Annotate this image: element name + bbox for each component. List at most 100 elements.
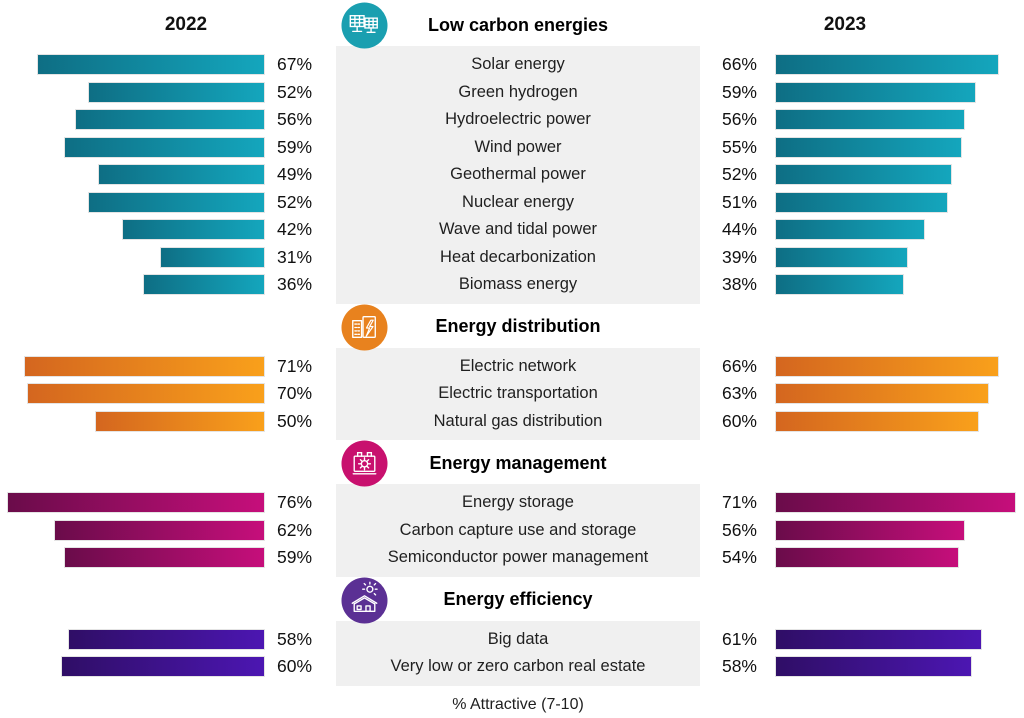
category-label: Electric network — [459, 356, 577, 375]
bar-rows-2023: 61% 58% — [700, 621, 1024, 686]
category-panel: Energy storage Carbon capture use and sto… — [336, 484, 700, 577]
section-header: Low carbon energies — [336, 2, 700, 49]
category-label: Wind power — [474, 137, 562, 156]
bar-2022 — [159, 246, 265, 268]
value-label-2023: 54% — [721, 547, 757, 568]
bar-2023 — [775, 191, 949, 213]
bar-2022 — [74, 109, 265, 131]
bar-row: 62% — [0, 517, 336, 545]
value-label-2022: 71% — [277, 355, 313, 376]
value-label-2023: 38% — [721, 274, 757, 295]
section-title: Energy management — [429, 452, 607, 473]
section-3: 76% 62% 59% Energy management Energy storage… — [0, 440, 1024, 577]
value-label-2022: 50% — [277, 410, 313, 431]
value-label-2023: 44% — [721, 219, 757, 240]
bar-row: 61% — [700, 626, 1024, 654]
bar-row: 51% — [700, 189, 1024, 217]
value-label-2023: 55% — [721, 136, 757, 157]
column-2023: 2023 66% 59% 56% 55% 52% 51% 44% 39% 38% — [700, 4, 1024, 304]
bar-2022 — [64, 136, 265, 158]
bar-row: 66% — [700, 353, 1024, 381]
bar-2023 — [775, 81, 976, 103]
bar-2023 — [775, 219, 925, 241]
bar-2023 — [775, 410, 979, 432]
bar-2023 — [775, 519, 966, 541]
buildings-bolt-icon — [341, 303, 388, 351]
axis-caption: % Attractive (7-10) — [452, 695, 584, 713]
bar-2023 — [775, 628, 983, 650]
bar-2022 — [122, 219, 265, 241]
bar-row: 59% — [700, 79, 1024, 107]
bar-row: 39% — [700, 244, 1024, 272]
bar-2022 — [54, 519, 265, 541]
bar-2022 — [142, 274, 265, 296]
bar-2023 — [775, 274, 905, 296]
bar-row: 63% — [700, 380, 1024, 408]
column-2023: 71% 56% 54% — [700, 442, 1024, 577]
value-label-2023: 56% — [721, 519, 757, 540]
value-label-2023: 66% — [721, 355, 757, 376]
bar-row: 71% — [0, 353, 336, 381]
value-label-2023: 71% — [721, 492, 757, 513]
bar-rows-2023: 66% 63% 60% — [700, 348, 1024, 441]
section-title: Low carbon energies — [427, 14, 609, 35]
bar-2023 — [775, 383, 990, 405]
year-header-2022 — [18, 442, 354, 484]
category-column: Energy management Energy storage Carbon ca… — [336, 440, 700, 577]
value-label-2023: 51% — [721, 191, 757, 212]
bar-row: 66% — [700, 51, 1024, 79]
value-label-2022: 56% — [277, 109, 313, 130]
bar-2022 — [6, 492, 265, 514]
value-label-2022: 42% — [277, 219, 313, 240]
year-header-2022: 2022 — [164, 14, 208, 35]
bar-2023 — [775, 246, 908, 268]
section-title: Energy distribution — [435, 316, 601, 336]
column-2022: 58% 60% — [0, 579, 336, 686]
bar-rows-2023: 66% 59% 56% 55% 52% 51% 44% 39% 38% — [700, 46, 1024, 304]
value-label-2022: 76% — [277, 492, 313, 513]
category-label: Wave and tidal power — [438, 220, 598, 239]
value-label-2023: 59% — [721, 81, 757, 102]
column-2023: 66% 63% 60% — [700, 306, 1024, 441]
category-label: Solar energy — [471, 55, 565, 74]
bar-row: 59% — [0, 544, 336, 572]
bar-row: 70% — [0, 380, 336, 408]
bar-rows-2023: 71% 56% 54% — [700, 484, 1024, 577]
category-label: Electric transportation — [438, 384, 598, 403]
value-label-2022: 36% — [277, 274, 313, 295]
category-label: Heat decarbonization — [440, 247, 596, 266]
category-label: Natural gas distribution — [433, 411, 603, 430]
section-header: Energy efficiency — [336, 576, 700, 624]
bar-2022 — [37, 54, 265, 76]
bar-2022 — [67, 628, 265, 650]
section-2: 71% 70% 50% Energy distribution Electric net… — [0, 303, 1024, 441]
bar-2023 — [775, 136, 962, 158]
section-4: 58% 60% Energy efficiency Big data Very low … — [0, 576, 1024, 686]
value-label-2023: 63% — [721, 383, 757, 404]
bar-row: 59% — [0, 134, 336, 162]
bar-row: 54% — [700, 544, 1024, 572]
bar-row: 76% — [0, 489, 336, 517]
bar-row: 49% — [0, 161, 336, 189]
bar-row: 55% — [700, 134, 1024, 162]
battery-gear-icon — [341, 440, 388, 487]
bar-row: 52% — [700, 161, 1024, 189]
bar-2022 — [23, 355, 265, 377]
year-header-2022 — [18, 579, 354, 621]
bar-2022 — [95, 410, 265, 432]
value-label-2022: 49% — [277, 164, 313, 185]
category-column: Energy distribution Electric network Elect… — [336, 303, 700, 440]
value-label-2022: 59% — [277, 547, 313, 568]
category-panel: Electric network Electric transportation N… — [336, 347, 700, 440]
section-header: Energy distribution — [336, 303, 700, 351]
value-label-2022: 59% — [277, 136, 313, 157]
bar-2023 — [775, 656, 973, 678]
bar-row: 42% — [0, 216, 336, 244]
year-header-2023 — [683, 579, 1007, 621]
bar-row: 31% — [0, 244, 336, 272]
bar-2022 — [98, 164, 265, 186]
value-label-2023: 52% — [721, 164, 757, 185]
category-label: Very low or zero carbon real estate — [390, 657, 646, 676]
bar-row: 60% — [700, 408, 1024, 436]
